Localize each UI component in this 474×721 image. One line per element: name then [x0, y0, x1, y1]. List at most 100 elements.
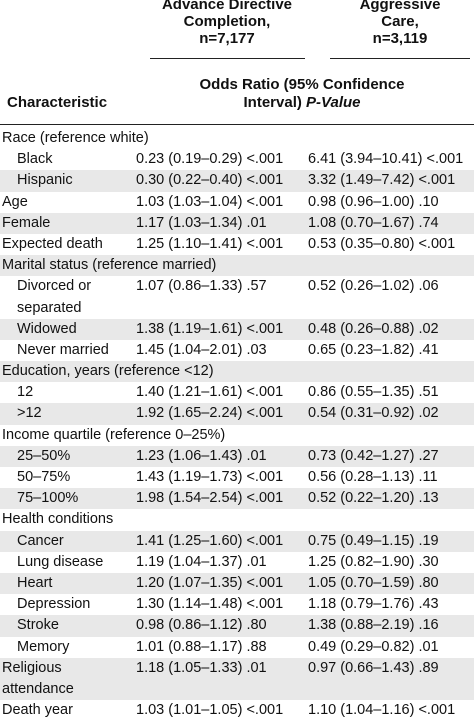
aggressive-care-value: 0.86 (0.55–1.35) .51: [308, 384, 439, 401]
advance-directive-value: 1.38 (1.19–1.61) <.001: [136, 320, 284, 337]
odds-ratio-header-line1: Odds Ratio (95% Confidence: [199, 76, 405, 93]
table-row: Religious attendance 1.18 (1.05–1.33) .01 0…: [0, 657, 474, 701]
row-label: Death year: [2, 700, 73, 721]
row-label-line: Hispanic: [17, 172, 73, 189]
row-label-line: 75–100%: [17, 490, 79, 507]
row-label: 25–50%: [17, 446, 70, 467]
advance-directive-value: 1.03 (1.01–1.05) <.001: [136, 702, 284, 719]
row-label: Expected death: [2, 234, 103, 255]
row-label: Hispanic: [17, 170, 73, 191]
header-bottom-rule: [0, 124, 474, 125]
table-row: Health conditions: [0, 509, 474, 530]
row-label-line: Cancer: [17, 532, 64, 549]
row-label-line: >12: [17, 405, 42, 422]
aggressive-care-value: 0.98 (0.96–1.00) .10: [308, 193, 439, 210]
row-label-line: Heart: [17, 574, 53, 591]
odds-ratio-header-line2: Interval) P-Value: [130, 94, 474, 112]
aggressive-care-value: 0.56 (0.28–1.13) .11: [308, 469, 438, 486]
row-label: Memory: [17, 637, 69, 658]
row-label-line: Income quartile (reference 0–25%): [2, 426, 226, 443]
aggressive-care-value: 0.48 (0.26–0.88) .02: [308, 320, 439, 337]
column-header-line: Care,: [381, 13, 419, 30]
table-row: 75–100% 1.98 (1.54–2.54) <.001 0.52 (0.22–…: [0, 488, 474, 510]
advance-directive-value: 1.30 (1.14–1.48) <.001: [136, 596, 284, 613]
aggressive-care-value: 0.49 (0.29–0.82) .01: [308, 638, 439, 655]
row-label-line: Widowed: [17, 320, 77, 337]
aggressive-care-value: 6.41 (3.94–10.41) <.001: [308, 151, 464, 168]
aggressive-care-value: 0.65 (0.23–1.82) .41: [308, 341, 439, 358]
table-row: Memory 1.01 (0.88–1.17) .88 0.49 (0.29–0.8…: [0, 637, 474, 658]
advance-directive-value: 1.18 (1.05–1.33) .01: [136, 659, 267, 676]
row-label: Female: [2, 213, 50, 234]
column-header-line: Aggressive: [359, 0, 441, 13]
row-label-line: Religious: [2, 659, 62, 676]
advance-directive-value: 1.25 (1.10–1.41) <.001: [136, 235, 284, 252]
table-row: 12 1.40 (1.21–1.61) <.001 0.86 (0.55–1.35)…: [0, 382, 474, 403]
table-row: Race (reference white): [0, 128, 474, 149]
header-rule: [330, 58, 470, 59]
row-label: Age: [2, 192, 28, 213]
aggressive-care-value: 0.54 (0.31–0.92) .02: [308, 405, 439, 422]
table-row: Widowed 1.38 (1.19–1.61) <.001 0.48 (0.26–…: [0, 318, 474, 340]
characteristic-header: Characteristic: [7, 94, 108, 111]
column-header-line: Completion,: [183, 13, 271, 30]
advance-directive-value: 1.98 (1.54–2.54) <.001: [136, 490, 284, 507]
row-label: Race (reference white): [2, 128, 149, 149]
column-header-line: n=7,177: [199, 30, 255, 47]
row-label-line: Divorced or: [17, 278, 92, 295]
row-label: Black: [17, 149, 52, 170]
row-label: Marital status (reference married): [2, 255, 216, 276]
row-label: Depression: [17, 594, 90, 615]
table-row: Female 1.17 (1.03–1.34) .01 1.08 (0.70–1.6…: [0, 212, 474, 234]
column-header-aggressive-care: Aggressive Care, n=3,119: [330, 0, 470, 47]
aggressive-care-value: 0.53 (0.35–0.80) <.001: [308, 235, 456, 252]
table-row: Expected death 1.25 (1.10–1.41) <.001 0.53…: [0, 234, 474, 255]
aggressive-care-value: 1.08 (0.70–1.67) .74: [308, 214, 439, 231]
table-row: Hispanic 0.30 (0.22–0.40) <.001 3.32 (1.49…: [0, 170, 474, 192]
row-label: 75–100%: [17, 488, 78, 509]
table-row: Education, years (reference <12): [0, 361, 474, 383]
row-label-line: Marital status (reference married): [2, 257, 217, 274]
row-label-line: Memory: [17, 638, 70, 655]
table-row: Never married 1.45 (1.04–2.01) .03 0.65 (0…: [0, 340, 474, 361]
row-label-line: Lung disease: [17, 553, 104, 570]
aggressive-care-value: 3.32 (1.49–7.42) <.001: [308, 172, 456, 189]
row-label-line: separated: [17, 299, 82, 316]
advance-directive-value: 1.45 (1.04–2.01) .03: [136, 341, 267, 358]
row-label-line: Depression: [17, 596, 91, 613]
advance-directive-value: 1.19 (1.04–1.37) .01: [136, 553, 267, 570]
advance-directive-value: 1.23 (1.06–1.43) .01: [136, 447, 267, 464]
aggressive-care-value: 0.52 (0.22–1.20) .13: [308, 490, 439, 507]
advance-directive-value: 1.07 (0.86–1.33) .57: [136, 278, 267, 295]
column-header-line: n=3,119: [372, 30, 428, 47]
row-label-line: attendance: [2, 680, 74, 697]
column-header-advance-directive: Advance Directive Completion, n=7,177: [144, 0, 310, 47]
odds-ratio-header: Odds Ratio (95% Confidence Interval) P-V…: [130, 76, 474, 112]
aggressive-care-value: 0.52 (0.26–1.02) .06: [308, 278, 439, 295]
advance-directive-value: 1.20 (1.07–1.35) <.001: [136, 574, 284, 591]
table-row: Income quartile (reference 0–25%): [0, 425, 474, 446]
row-label: 50–75%: [17, 467, 70, 488]
row-label: Stroke: [17, 615, 59, 636]
table-row: Divorced or separated 1.07 (0.86–1.33) .57…: [0, 276, 474, 318]
table-row: Stroke 0.98 (0.86–1.12) .80 1.38 (0.88–2.1…: [0, 615, 474, 637]
row-label: Heart: [17, 573, 52, 594]
table-row: Age 1.03 (1.03–1.04) <.001 0.98 (0.96–1.00…: [0, 192, 474, 213]
odds-ratio-header-text: Interval): [243, 94, 307, 111]
aggressive-care-value: 0.73 (0.42–1.27) .27: [308, 447, 439, 464]
row-label: Education, years (reference <12): [2, 361, 214, 382]
table-row: >12 1.92 (1.65–2.24) <.001 0.54 (0.31–0.92…: [0, 403, 474, 425]
advance-directive-value: 1.03 (1.03–1.04) <.001: [136, 193, 284, 210]
row-label-line: Female: [2, 214, 51, 231]
aggressive-care-value: 1.25 (0.82–1.90) .30: [308, 553, 439, 570]
row-label: 12: [17, 382, 33, 403]
advance-directive-value: 1.92 (1.65–2.24) <.001: [136, 405, 284, 422]
column-header-line: Advance Directive: [161, 0, 293, 13]
table-row: 50–75% 1.43 (1.19–1.73) <.001 0.56 (0.28–1…: [0, 467, 474, 488]
row-label-line: Black: [17, 151, 53, 168]
row-label: Religious attendance: [2, 658, 74, 700]
table-row: 25–50% 1.23 (1.06–1.43) .01 0.73 (0.42–1.2…: [0, 445, 474, 468]
table-header: Advance Directive Completion, n=7,177 Ag…: [0, 0, 474, 128]
row-label-line: Death year: [2, 702, 73, 719]
row-label: Cancer: [17, 531, 64, 552]
